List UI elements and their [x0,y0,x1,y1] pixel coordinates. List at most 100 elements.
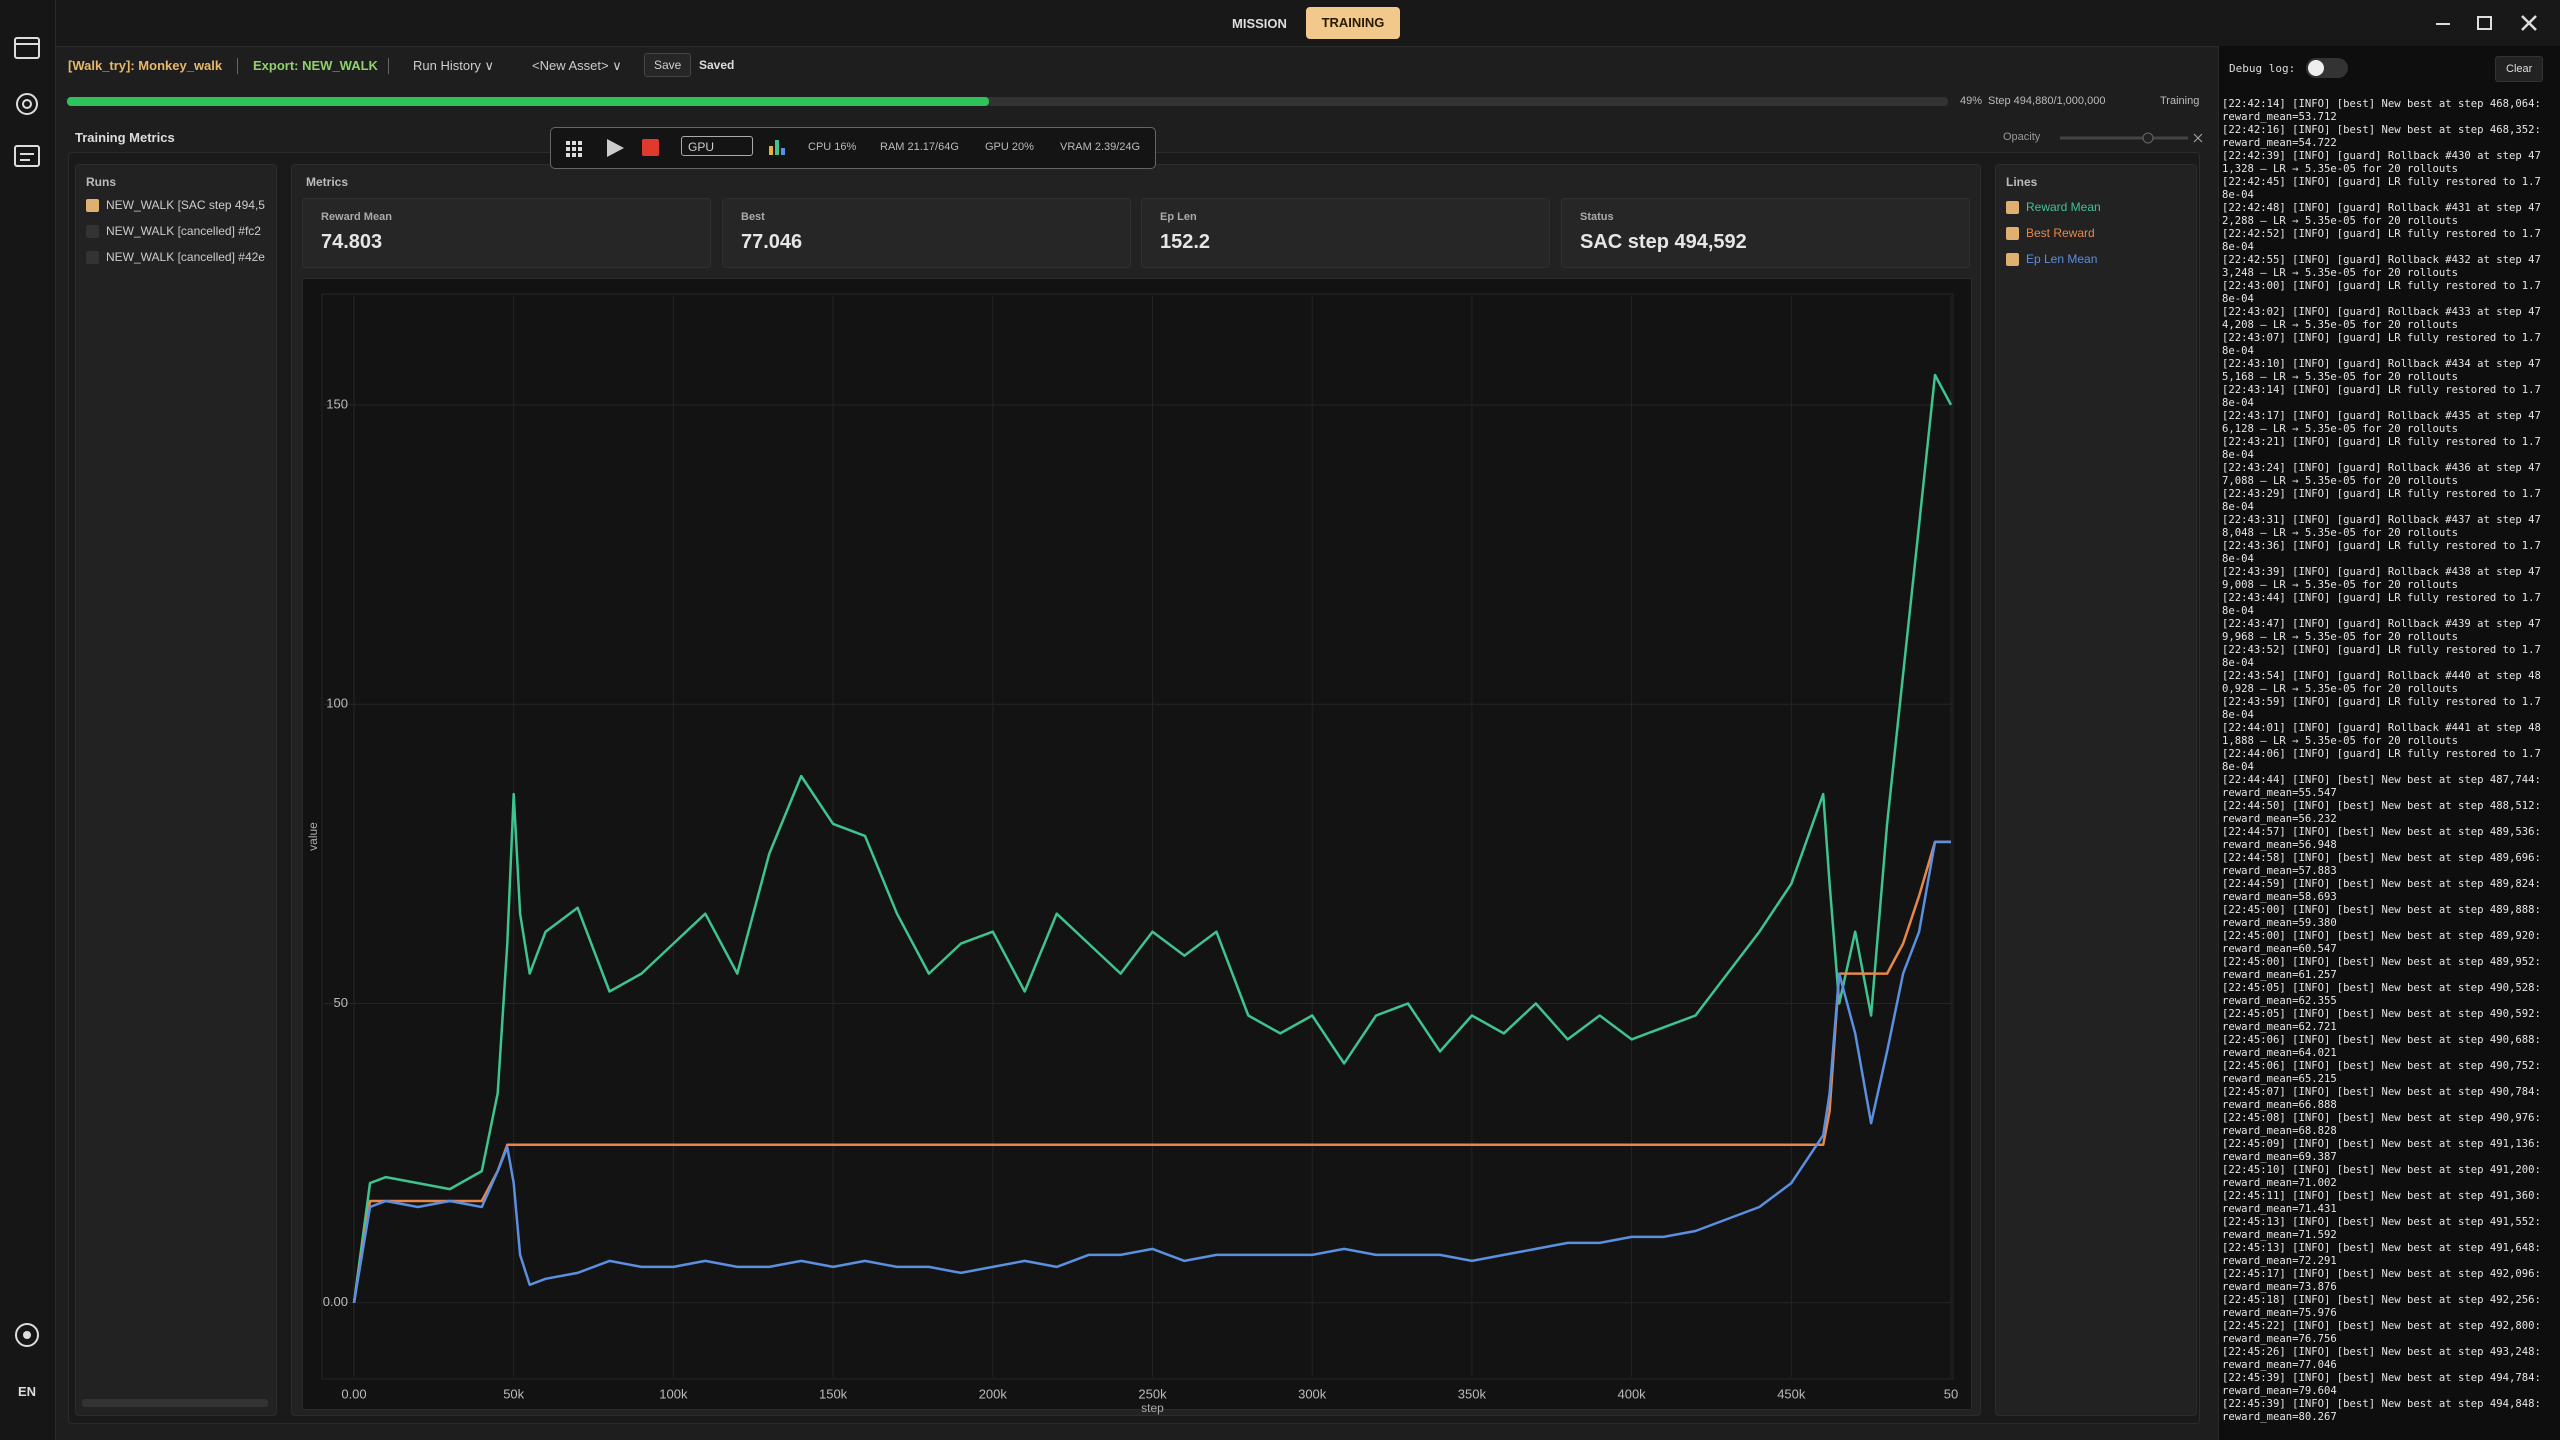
log-line: [22:45:00] [INFO] [best] New best at ste… [2222,930,2541,955]
legend-entry[interactable]: Best Reward [2026,226,2095,240]
log-line: [22:45:07] [INFO] [best] New best at ste… [2222,1086,2541,1111]
y-tick-label: 0.00 [323,1294,348,1309]
legend-checkbox[interactable] [2006,253,2019,266]
metric-label: Reward Mean [321,211,392,223]
metric-card: Best 77.046 [722,198,1131,268]
log-line: [22:43:36] [INFO] [guard] LR fully resto… [2222,540,2541,565]
log-line: [22:42:52] [INFO] [guard] LR fully resto… [2222,228,2541,253]
ram-usage: RAM 21.17/64G [880,141,959,153]
metric-value: 152.2 [1160,231,1211,253]
x-tick-label: 300k [1298,1386,1327,1401]
log-line: [22:45:39] [INFO] [best] New best at ste… [2222,1372,2541,1397]
debug-toggle[interactable] [2306,58,2348,78]
x-tick-label: 150k [819,1386,848,1401]
tab-training[interactable]: TRAINING [1306,7,1400,39]
y-axis-label: value [306,822,320,851]
runs-scrollbar[interactable] [82,1399,268,1407]
log-line: [22:42:55] [INFO] [guard] Rollback #432 … [2222,254,2541,279]
log-line: [22:44:06] [INFO] [guard] LR fully resto… [2222,748,2541,773]
x-tick-label: 100k [659,1386,688,1401]
log-line: [22:44:58] [INFO] [best] New best at ste… [2222,852,2541,877]
legend-checkbox[interactable] [2006,201,2019,214]
log-line: [22:43:52] [INFO] [guard] LR fully resto… [2222,644,2541,669]
log-line: [22:45:05] [INFO] [best] New best at ste… [2222,982,2541,1007]
log-line: [22:45:11] [INFO] [best] New best at ste… [2222,1190,2541,1215]
x-axis-label: step [1141,1401,1164,1415]
log-line: [22:45:22] [INFO] [best] New best at ste… [2222,1320,2541,1345]
window-controls[interactable] [2430,10,2550,36]
clear-button[interactable]: Clear [2495,56,2544,82]
run-checkbox[interactable] [86,225,99,238]
log-panel [2218,46,2560,1440]
log-line: [22:42:48] [INFO] [guard] Rollback #431 … [2222,202,2541,227]
metric-card: Ep Len 152.2 [1141,198,1550,268]
x-tick-label: 50 [1944,1386,1958,1401]
opacity-slider[interactable] [2060,128,2210,148]
log-line: [22:43:59] [INFO] [guard] LR fully resto… [2222,696,2541,721]
project-name: [Walk_try]: Monkey_walk [68,58,223,73]
log-line: [22:43:31] [INFO] [guard] Rollback #437 … [2222,514,2541,539]
log-line: [22:44:50] [INFO] [best] New best at ste… [2222,800,2541,825]
log-line: [22:42:16] [INFO] [best] New best at ste… [2222,124,2541,149]
x-tick-label: 400k [1617,1386,1646,1401]
settings-icon[interactable] [12,1320,42,1350]
metric-label: Ep Len [1160,211,1197,223]
run-item[interactable]: NEW_WALK [cancelled] #42e [106,250,265,264]
run-item[interactable]: NEW_WALK [SAC step 494,5 [106,198,265,212]
runs-title: Runs [86,175,116,189]
x-tick-label: 50k [503,1386,524,1401]
device-select[interactable]: GPU [681,136,753,156]
log-line: [22:44:44] [INFO] [best] New best at ste… [2222,774,2541,799]
opacity-label: Opacity [2003,131,2041,143]
log-line: [22:45:10] [INFO] [best] New best at ste… [2222,1164,2541,1189]
log-line: [22:44:01] [INFO] [guard] Rollback #441 … [2222,722,2541,747]
y-tick-label: 100 [326,696,348,711]
legend-checkbox[interactable] [2006,227,2019,240]
new-asset[interactable]: <New Asset> ∨ [532,58,622,73]
metric-value: 77.046 [741,231,803,253]
y-tick-label: 150 [326,396,348,411]
log-line: [22:43:10] [INFO] [guard] Rollback #434 … [2222,358,2541,383]
progress-percent: 49% [1960,95,1983,107]
log-line: [22:45:08] [INFO] [best] New best at ste… [2222,1112,2541,1137]
log-line: [22:43:00] [INFO] [guard] LR fully resto… [2222,280,2541,305]
export-name: Export: NEW_WALK [253,58,378,73]
overlay-icons[interactable] [562,135,682,161]
log-line: [22:45:00] [INFO] [best] New best at ste… [2222,956,2541,981]
run-item[interactable]: NEW_WALK [cancelled] #fc2 [106,224,261,238]
debug-log-label: Debug log: [2229,62,2296,75]
lines-title: Lines [2006,175,2038,189]
log-line: [22:43:21] [INFO] [guard] LR fully resto… [2222,436,2541,461]
run-checkbox[interactable] [86,199,99,212]
language[interactable]: EN [18,1384,37,1399]
panel-title: Training Metrics [75,130,175,145]
x-tick-label: 200k [979,1386,1008,1401]
metric-card: Status SAC step 494,592 [1561,198,1970,268]
log-line: [22:45:09] [INFO] [best] New best at ste… [2222,1138,2541,1163]
tab-mission[interactable]: MISSION [1232,16,1287,31]
chart: 0.00 50 100 150 0.00 50k 100k 150k 200k 250k 300k 3… [306,293,1958,1415]
x-tick-label: 250k [1138,1386,1167,1401]
sidebar-icons[interactable] [10,34,46,184]
log-line: [22:43:29] [INFO] [guard] LR fully resto… [2222,488,2541,513]
series-line [352,840,1951,1303]
log-line: [22:43:14] [INFO] [guard] LR fully resto… [2222,384,2541,409]
metric-value: SAC step 494,592 [1580,231,1747,253]
run-history[interactable]: Run History ∨ [413,58,495,73]
separator [388,58,389,74]
lines-panel: Lines Reward Mean Best Reward Ep Len Mean [1995,164,2197,1416]
metric-label: Status [1580,211,1614,223]
legend-entry[interactable]: Ep Len Mean [2026,252,2098,266]
y-tick-label: 50 [334,995,348,1010]
log-line: [22:43:24] [INFO] [guard] Rollback #436 … [2222,462,2541,487]
save-button[interactable]: Save [644,53,692,77]
log-line: [22:44:57] [INFO] [best] New best at ste… [2222,826,2541,851]
run-checkbox[interactable] [86,251,99,264]
legend-entry[interactable]: Reward Mean [2026,200,2101,214]
stats-icon[interactable] [766,136,788,158]
saved-status: Saved [699,58,735,72]
progress-status: Training [2160,95,2200,107]
log-line: [22:45:06] [INFO] [best] New best at ste… [2222,1060,2541,1085]
runs-panel: Runs NEW_WALK [SAC step 494,5 NEW_WALK [c… [75,164,277,1416]
